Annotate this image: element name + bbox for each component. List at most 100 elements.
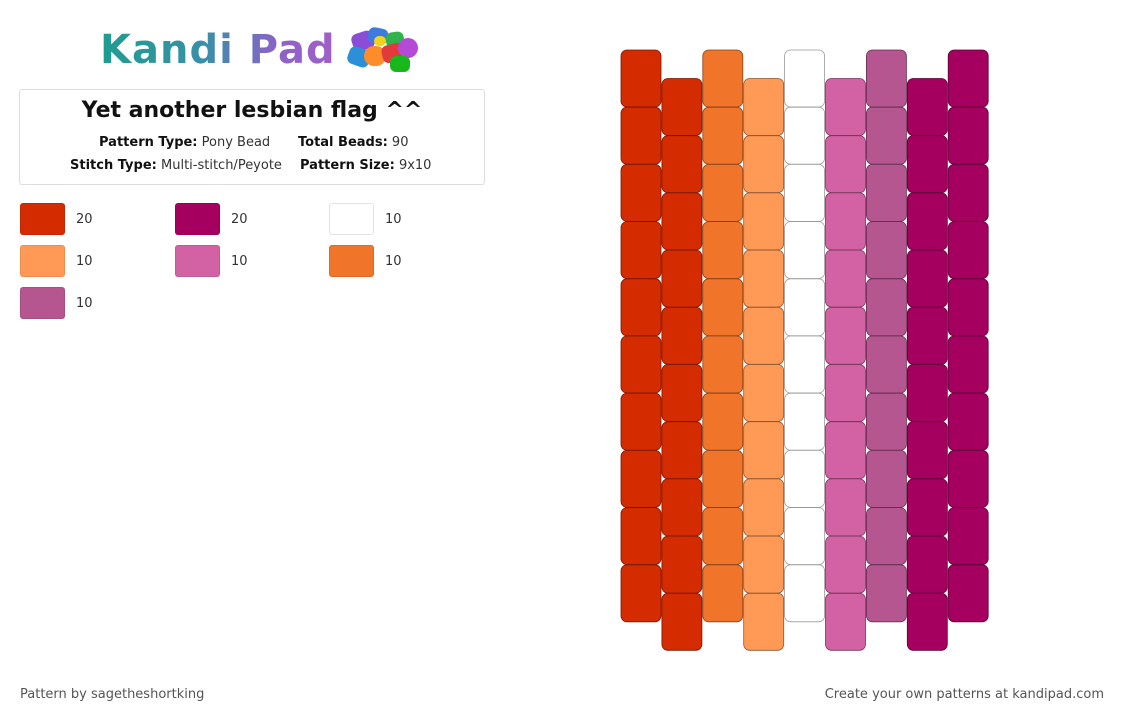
bead — [620, 449, 662, 508]
bead — [661, 249, 703, 308]
kandipad-logo: Kandi Pad — [100, 26, 422, 74]
bead — [825, 135, 866, 194]
bead — [702, 49, 744, 108]
bead — [825, 535, 866, 594]
bead — [784, 507, 825, 566]
bead — [743, 592, 785, 651]
bead — [620, 106, 662, 165]
bead — [947, 564, 989, 623]
bead — [743, 135, 785, 194]
bead — [947, 392, 989, 451]
bead — [620, 392, 662, 451]
legend-item: 20 — [175, 203, 248, 235]
legend-swatch — [20, 203, 65, 235]
stitch-type-value: Multi-stitch/Peyote — [161, 158, 282, 173]
bead — [743, 364, 785, 422]
bead — [906, 306, 948, 365]
bead — [947, 335, 989, 394]
bead — [620, 335, 662, 394]
bead — [866, 564, 907, 623]
logo-text: Kandi Pad — [100, 27, 336, 73]
bead — [620, 278, 662, 337]
bead — [661, 78, 703, 136]
legend-item: 20 — [20, 203, 93, 235]
bead — [784, 106, 825, 165]
footer-credit: Pattern by sagetheshortking — [20, 687, 205, 702]
footer-link[interactable]: Create your own patterns at kandipad.com — [824, 687, 1104, 702]
bead — [702, 335, 744, 394]
legend-item: 10 — [20, 245, 93, 277]
bead — [661, 592, 703, 651]
bead — [743, 78, 785, 136]
pattern-type-row: Pattern Type: Pony Bead — [99, 135, 270, 150]
pattern-size-value: 9x10 — [398, 158, 432, 173]
bead — [784, 221, 825, 280]
stitch-type-row: Stitch Type: Multi-stitch/Peyote — [70, 158, 282, 173]
bead — [620, 49, 662, 108]
legend-item: 10 — [329, 203, 402, 235]
total-beads-row: Total Beads: 90 — [298, 135, 408, 150]
bead — [866, 507, 907, 566]
legend-count: 20 — [76, 211, 93, 227]
legend-count: 10 — [76, 295, 93, 311]
bead — [866, 392, 907, 451]
bead — [702, 106, 744, 165]
legend-swatch — [175, 245, 220, 277]
bead — [825, 364, 866, 422]
bead — [784, 449, 825, 508]
bead — [906, 421, 948, 480]
bead — [906, 478, 948, 537]
bead — [784, 392, 825, 451]
legend-swatch — [20, 245, 65, 277]
bead — [866, 163, 907, 222]
bead — [825, 306, 866, 365]
bead — [620, 564, 662, 623]
bead — [947, 49, 989, 108]
bead — [947, 449, 989, 508]
bead — [743, 192, 785, 251]
legend-count: 20 — [231, 211, 248, 227]
legend-item: 10 — [20, 287, 93, 319]
bead — [784, 335, 825, 394]
bead — [947, 106, 989, 165]
bead — [702, 221, 744, 280]
bead — [702, 392, 744, 451]
bead — [866, 335, 907, 394]
bead — [620, 221, 662, 280]
pattern-title: Yet another lesbian flag ^^ — [81, 98, 423, 123]
bead — [743, 535, 785, 594]
bead — [825, 478, 866, 537]
bead — [661, 135, 703, 194]
bead — [906, 192, 948, 251]
bead — [784, 163, 825, 222]
bead — [906, 135, 948, 194]
bead — [661, 535, 703, 594]
bead — [866, 278, 907, 337]
legend-count: 10 — [385, 253, 402, 269]
bead — [743, 421, 785, 480]
legend-swatch — [329, 245, 374, 277]
bead — [784, 564, 825, 623]
pattern-type-value: Pony Bead — [201, 135, 271, 150]
legend-count: 10 — [385, 211, 402, 227]
bead — [947, 221, 989, 280]
pattern-size-row: Pattern Size: 9x10 — [300, 158, 431, 173]
legend-swatch — [329, 203, 374, 235]
bead — [661, 306, 703, 365]
bead — [702, 564, 744, 623]
bead — [825, 78, 866, 136]
bead — [702, 449, 744, 508]
bead — [866, 106, 907, 165]
pattern-info-panel: Yet another lesbian flag ^^ Pattern Type… — [19, 89, 485, 185]
bead — [947, 163, 989, 222]
bead — [661, 192, 703, 251]
bead — [866, 449, 907, 508]
bead — [825, 249, 866, 308]
bead — [947, 278, 989, 337]
bead — [620, 507, 662, 566]
bead — [743, 478, 785, 537]
bead — [825, 192, 866, 251]
bead — [906, 364, 948, 422]
bead — [906, 535, 948, 594]
